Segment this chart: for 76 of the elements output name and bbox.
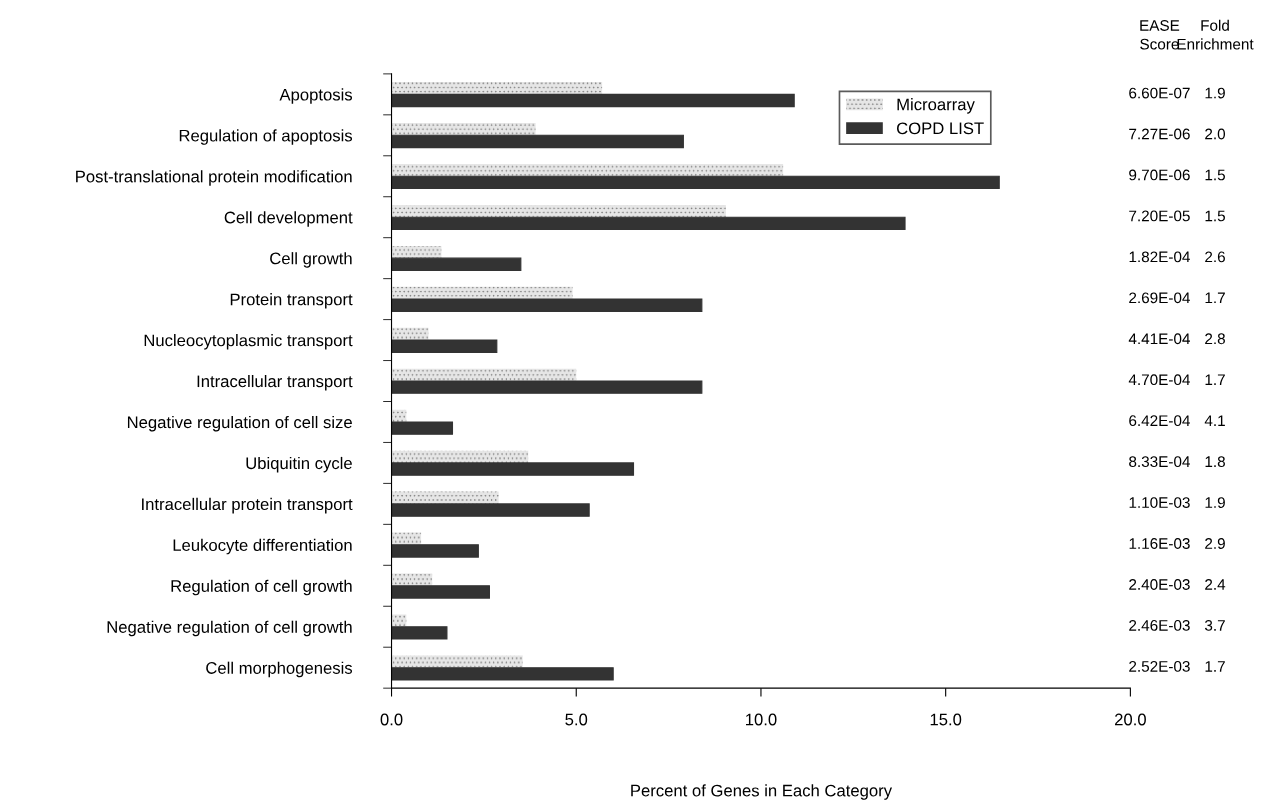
annotation: 2.52E-03 [1129, 660, 1190, 672]
x-tick-label: 0.0 [380, 713, 403, 726]
bar [391, 204, 726, 218]
text: 1.7 [1205, 292, 1225, 304]
annotation: 4.70E-04 [1128, 374, 1190, 386]
bar [391, 163, 784, 177]
legend-label: Microarray [897, 98, 975, 114]
annotation: 2.40E-03 [1129, 579, 1190, 590]
text: 1.9 [1205, 497, 1225, 508]
annotation: 6.42E-04 [1129, 415, 1190, 427]
bar [391, 626, 448, 640]
x-tick-label: 15.0 [930, 713, 962, 726]
annotation: 1.82E-04 [1129, 251, 1190, 263]
bar [391, 216, 906, 231]
annotation: 4.41E-04 [1128, 333, 1190, 345]
text: 2.6 [1205, 251, 1225, 263]
y-tick-label: Regulation of cell growth [171, 579, 352, 596]
text: 2.8 [1205, 333, 1225, 345]
annotation: 1.10E-03 [1129, 497, 1190, 508]
y-tick-label: Nucleocytoplasmic transport [144, 334, 353, 350]
bar [391, 655, 523, 668]
y-tick-label: Negative regulation of cell size [127, 415, 352, 432]
y-tick-label: Negative regulation of cell growth [107, 620, 352, 637]
bar [391, 245, 442, 259]
y-tick-label: Intracellular protein transport [142, 497, 353, 514]
bar [391, 614, 407, 627]
y-tick-label: Leukocyte differentiation [173, 538, 352, 555]
annotation: 8.33E-04 [1129, 456, 1190, 468]
text: 2.9 [1205, 538, 1225, 549]
annotation: 9.70E-06 [1129, 169, 1190, 181]
bar [391, 667, 614, 681]
bar [391, 503, 590, 517]
bar [391, 175, 1000, 190]
bar [391, 421, 454, 435]
annotation: 7.27E-06 [1129, 128, 1190, 140]
annotation: 6.60E-07 [1129, 87, 1190, 99]
bar [391, 585, 490, 599]
y-tick-label: Regulation of apoptosis [179, 129, 353, 145]
text: 2.4 [1205, 579, 1226, 590]
annotation: 7.20E-05 [1129, 210, 1190, 222]
bar [391, 93, 795, 108]
bar [391, 339, 498, 353]
text: 1.5 [1205, 169, 1225, 181]
text: 4.1 [1204, 415, 1225, 426]
y-tick-label: Cell morphogenesis [206, 661, 353, 678]
x-tick-label: 20.0 [1115, 713, 1146, 726]
text: 2.0 [1205, 128, 1226, 140]
y-tick-label: Ubiquitin cycle [246, 456, 352, 473]
text: 1.9 [1205, 87, 1225, 99]
y-tick-label: Cell growth [270, 252, 352, 268]
text: 1.7 [1205, 661, 1225, 672]
text: 3.7 [1204, 620, 1225, 631]
annotation: 2.69E-04 [1129, 292, 1190, 304]
y-tick-label: Cell development [224, 211, 353, 227]
annotation: 2.46E-03 [1129, 620, 1190, 631]
bar [391, 257, 522, 272]
bar [391, 544, 479, 558]
bar [391, 298, 703, 312]
x-tick-label: 10.0 [746, 713, 777, 726]
bar [391, 123, 536, 136]
y-tick-label: Apoptosis [279, 88, 353, 104]
x-tick-label: 5.0 [565, 713, 588, 726]
legend-label: COPD LIST [897, 122, 984, 135]
bar [391, 134, 684, 149]
bar [391, 380, 703, 394]
text: 1.7 [1205, 374, 1225, 385]
y-tick-label: Protein transport [230, 293, 353, 309]
y-tick-label: Intracellular transport [197, 374, 353, 391]
annotation: 1.16E-03 [1129, 538, 1190, 549]
text: 1.5 [1205, 210, 1225, 222]
bar [391, 82, 603, 95]
bar [391, 462, 635, 476]
bar [391, 286, 573, 300]
text: 1.8 [1205, 456, 1225, 468]
y-tick-label: Post-translational protein modification [76, 170, 352, 186]
x-axis-title: Percent of Genes in Each Category [631, 784, 893, 800]
